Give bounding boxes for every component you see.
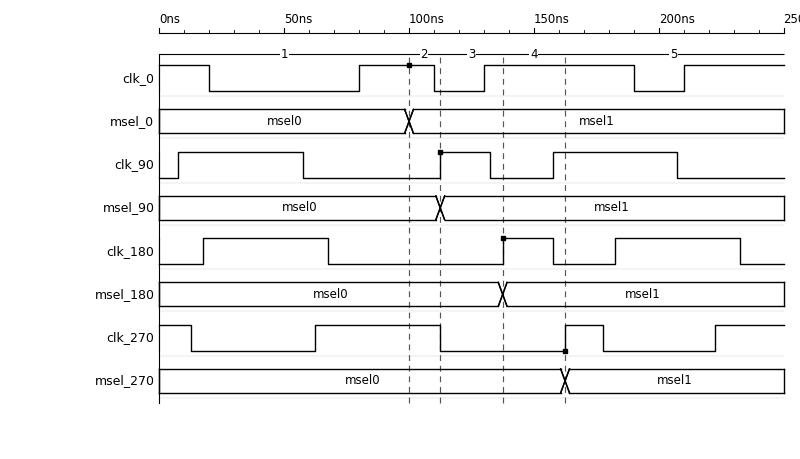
Text: msel_90: msel_90	[102, 202, 154, 214]
Text: 4: 4	[530, 48, 538, 61]
Text: 0ns: 0ns	[159, 13, 180, 26]
Text: clk_90: clk_90	[114, 158, 154, 171]
Text: 100ns: 100ns	[409, 13, 445, 26]
Text: 1: 1	[281, 48, 288, 61]
Text: msel_0: msel_0	[110, 115, 154, 128]
Text: 5: 5	[670, 48, 678, 61]
Bar	[159, 110, 405, 133]
Bar	[445, 196, 783, 220]
Text: 2: 2	[420, 48, 428, 61]
Bar	[507, 282, 783, 306]
Text: msel_180: msel_180	[94, 288, 154, 301]
Text: msel1: msel1	[594, 202, 630, 214]
Text: 250ns: 250ns	[783, 13, 800, 26]
Text: msel0: msel0	[266, 115, 302, 128]
Text: msel1: msel1	[657, 375, 692, 387]
Bar	[570, 369, 783, 393]
Bar	[159, 369, 561, 393]
Text: msel0: msel0	[282, 202, 318, 214]
Text: 150ns: 150ns	[534, 13, 570, 26]
Bar	[159, 282, 498, 306]
Text: clk_0: clk_0	[122, 72, 154, 84]
Text: msel0: msel0	[314, 288, 349, 301]
Text: msel1: msel1	[578, 115, 614, 128]
Text: msel_270: msel_270	[94, 375, 154, 387]
Text: 200ns: 200ns	[658, 13, 694, 26]
Text: clk_270: clk_270	[106, 331, 154, 344]
Text: msel1: msel1	[626, 288, 661, 301]
Text: 50ns: 50ns	[284, 13, 313, 26]
Text: 3: 3	[468, 48, 475, 61]
Bar	[414, 110, 783, 133]
Text: clk_180: clk_180	[106, 245, 154, 257]
Bar	[159, 196, 436, 220]
Text: msel0: msel0	[345, 375, 380, 387]
